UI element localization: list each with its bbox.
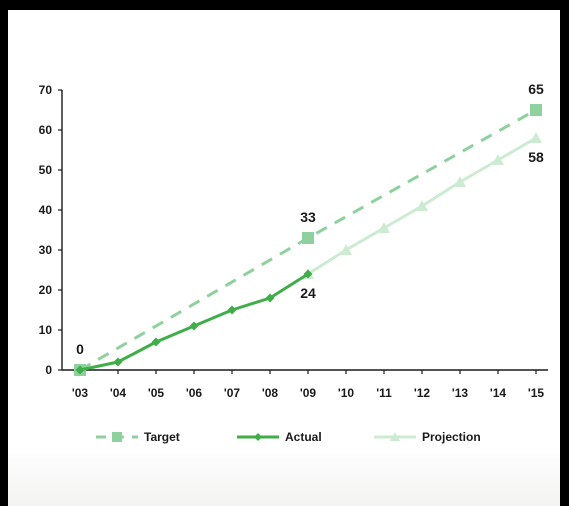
- data-label-actual-03: 0: [76, 341, 84, 357]
- data-label-target-09: 33: [300, 209, 316, 225]
- x-tick-label-05: '05: [148, 386, 165, 400]
- series-layer: [74, 104, 542, 376]
- legend-marker-target: [112, 432, 122, 442]
- x-tick-label-07: '07: [224, 386, 241, 400]
- y-tick-label-20: 20: [39, 283, 53, 297]
- x-tick-label-12: '12: [414, 386, 431, 400]
- point-actual-03: [75, 365, 85, 375]
- y-tick-label-30: 30: [39, 243, 53, 257]
- point-actual-07: [227, 305, 237, 315]
- point-actual-05: [151, 337, 161, 347]
- point-projection-15: [530, 132, 542, 143]
- point-actual-04: [113, 357, 123, 367]
- point-target-15: [530, 104, 542, 116]
- point-projection-14: [492, 154, 504, 165]
- axes: 0 10 20 30 40 50 60 70 '03 '04 '05 '06 '07 '08 '09 '10 '…: [39, 83, 548, 400]
- series-target: [74, 104, 542, 376]
- x-tick-label-04: '04: [110, 386, 127, 400]
- legend-item-projection: Projection: [374, 430, 481, 444]
- series-projection: [302, 132, 542, 279]
- x-tick-label-15: '15: [528, 386, 545, 400]
- data-labels: 0 33 24 65 58: [76, 81, 544, 357]
- point-projection-11: [378, 222, 390, 233]
- x-tick-label-06: '06: [186, 386, 203, 400]
- point-actual-08: [265, 293, 275, 303]
- legend-label-actual: Actual: [285, 430, 322, 444]
- legend: Target Actual Projection: [96, 430, 481, 444]
- x-tick-label-10: '10: [338, 386, 355, 400]
- y-tick-label-40: 40: [39, 203, 53, 217]
- point-target-09: [302, 232, 314, 244]
- legend-marker-projection: [390, 432, 400, 441]
- x-tick-label-08: '08: [262, 386, 279, 400]
- y-tick-label-70: 70: [39, 83, 53, 97]
- point-projection-12: [416, 200, 428, 211]
- y-tick-label-10: 10: [39, 323, 53, 337]
- x-tick-label-09: '09: [300, 386, 317, 400]
- x-tick-label-14: '14: [490, 386, 507, 400]
- x-tick-label-03: '03: [72, 386, 89, 400]
- point-actual-06: [189, 321, 199, 331]
- legend-label-target: Target: [144, 430, 180, 444]
- legend-item-target: Target: [96, 430, 180, 444]
- data-label-projection-15: 58: [528, 149, 544, 165]
- point-actual-09: [303, 269, 313, 279]
- legend-label-projection: Projection: [422, 430, 481, 444]
- series-actual: [75, 269, 313, 375]
- legend-marker-actual: [254, 433, 262, 441]
- y-tick-label-50: 50: [39, 163, 53, 177]
- data-label-target-15: 65: [528, 81, 544, 97]
- point-projection-13: [454, 176, 466, 187]
- y-tick-label-0: 0: [45, 363, 52, 377]
- point-projection-10: [340, 244, 352, 255]
- legend-item-actual: Actual: [237, 430, 322, 444]
- x-tick-label-13: '13: [452, 386, 469, 400]
- y-tick-label-60: 60: [39, 123, 53, 137]
- x-tick-label-11: '11: [376, 386, 392, 400]
- data-label-actual-09: 24: [300, 285, 316, 301]
